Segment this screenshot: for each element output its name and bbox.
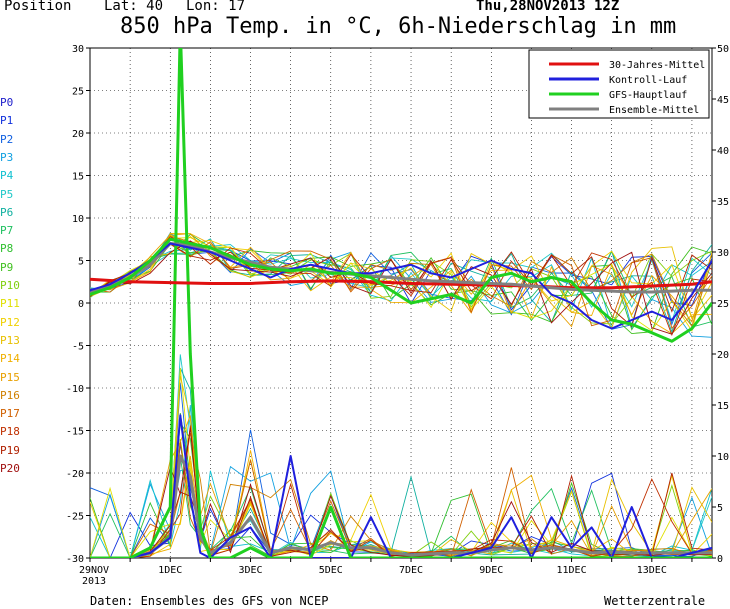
member-label-p2: P2	[0, 132, 14, 146]
series-kontroll-lauf	[90, 242, 712, 330]
member-label-p13: P13	[0, 333, 20, 347]
member-label-p3: P3	[0, 150, 14, 164]
y-tick-label-left: 25	[72, 87, 84, 98]
run-timestamp: Thu,28NOV2013 12Z	[476, 0, 620, 14]
legend-label: Ensemble-Mittel	[609, 105, 699, 116]
series-gfs-hauptlauf-niederschlag	[90, 48, 712, 558]
y-tick-label-left: 0	[78, 299, 84, 310]
member-label-p1: P1	[0, 114, 14, 128]
legend-label: 30-Jahres-Mittel	[609, 60, 705, 71]
member-precip-line-p13	[90, 375, 712, 558]
y-tick-label-right: 0	[717, 554, 723, 565]
position-label: Position	[4, 0, 72, 14]
y-tick-label-left: 20	[72, 129, 84, 140]
series-group	[90, 48, 712, 558]
data-source-label: Daten: Ensembles des GFS von NCEP	[90, 594, 329, 608]
series-gfs-hauptlauf	[90, 237, 712, 343]
x-tick-label: 13DEC	[637, 565, 667, 576]
x-tick-label: 11DEC	[556, 565, 586, 576]
y-tick-label-right: 50	[717, 44, 729, 55]
y-tick-label-left: 10	[72, 214, 84, 225]
y-tick-label-left: -5	[72, 342, 84, 353]
y-tick-label-right: 25	[717, 299, 729, 310]
chart-title: 850 hPa Temp. in °C, 6h-Niederschlag in …	[120, 14, 677, 39]
member-label-p16: P16	[0, 388, 20, 402]
latitude-label: Lat: 40	[104, 0, 164, 14]
y-tick-label-left: -15	[66, 427, 84, 438]
y-tick-label-right: 20	[717, 350, 729, 361]
member-label-p5: P5	[0, 187, 14, 201]
y-tick-label-left: 15	[72, 172, 84, 183]
member-label-p11: P11	[0, 297, 20, 311]
x-tick-label-year: 2013	[82, 576, 106, 587]
longitude-label: Lon: 17	[186, 0, 246, 14]
member-label-p12: P12	[0, 315, 20, 329]
y-tick-label-left: 30	[72, 44, 84, 55]
y-tick-label-right: 10	[717, 452, 729, 463]
member-label-p10: P10	[0, 279, 20, 292]
y-tick-label-left: -25	[66, 512, 84, 523]
member-precip-line-p18	[90, 425, 712, 558]
y-tick-label-right: 5	[717, 503, 723, 514]
y-tick-label-right: 30	[717, 248, 729, 259]
y-tick-label-left: -30	[66, 554, 84, 565]
y-tick-label-right: 40	[717, 146, 729, 157]
y-tick-label-right: 35	[717, 197, 729, 208]
x-tick-label: 3DEC	[238, 565, 262, 576]
y-tick-label-left: -20	[66, 469, 84, 480]
y-tick-label-right: 15	[717, 401, 729, 412]
brand-label: Wetterzentrale	[604, 594, 706, 608]
y-tick-label-left: 5	[78, 257, 84, 268]
legend-box	[528, 49, 710, 119]
member-label-p9: P9	[0, 260, 14, 274]
series-ensemble-mittel-niederschlag	[90, 454, 712, 558]
member-label-p14: P14	[0, 352, 20, 366]
member-label-p15: P15	[0, 370, 20, 384]
member-label-p0: P0	[0, 96, 14, 109]
member-label-p7: P7	[0, 224, 14, 238]
x-tick-label: 9DEC	[479, 565, 503, 576]
y-tick-label-right: 45	[717, 95, 729, 106]
x-tick-label: 29NOV	[79, 565, 109, 576]
legend-label: GFS-Hauptlauf	[609, 90, 687, 101]
y-tick-label-left: -10	[66, 384, 84, 395]
legend-label: Kontroll-Lauf	[609, 75, 687, 86]
member-label-p6: P6	[0, 205, 14, 219]
x-tick-label: 7DEC	[399, 565, 423, 576]
x-tick-label: 5DEC	[319, 565, 343, 576]
member-label-p20: P20	[0, 462, 20, 475]
series-30-jahres-mittel	[90, 277, 712, 290]
member-label-p19: P19	[0, 443, 20, 457]
member-label-p18: P18	[0, 425, 20, 439]
series-kontroll-lauf-niederschlag	[90, 414, 712, 558]
member-label-p4: P4	[0, 169, 14, 183]
member-label-p8: P8	[0, 242, 14, 256]
x-tick-label: 1DEC	[158, 565, 182, 576]
member-label-p17: P17	[0, 407, 20, 421]
